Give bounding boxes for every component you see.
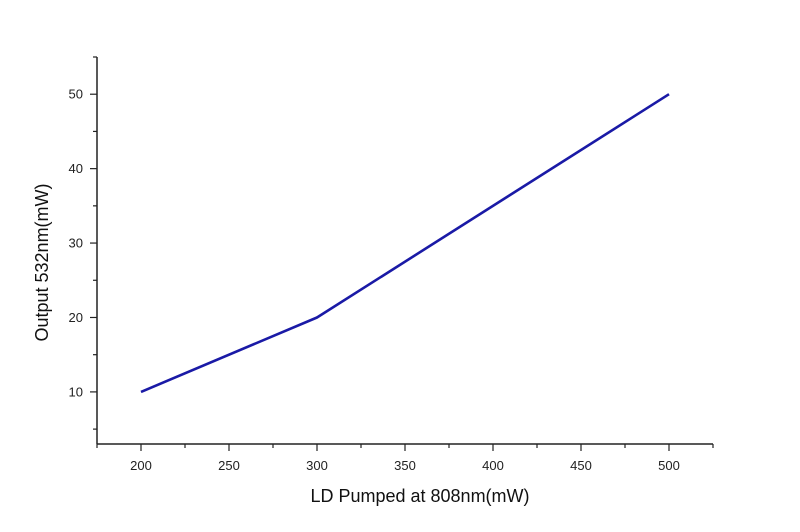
x-axis-title: LD Pumped at 808nm(mW) xyxy=(310,486,529,506)
x-tick-label: 400 xyxy=(482,458,504,473)
x-tick-label: 450 xyxy=(570,458,592,473)
series-layer xyxy=(140,93,670,394)
y-tick-label: 10 xyxy=(69,384,83,399)
y-tick-label: 30 xyxy=(69,236,83,251)
x-tick-label: 250 xyxy=(218,458,240,473)
x-tick-label: 500 xyxy=(658,458,680,473)
y-tick-label: 40 xyxy=(69,161,83,176)
series-line xyxy=(140,93,670,394)
x-tick-label: 300 xyxy=(306,458,328,473)
x-axis-ticks: 200 250 300 350 400 450 500 xyxy=(96,444,714,473)
x-tick-label: 200 xyxy=(130,458,152,473)
y-tick-label: 20 xyxy=(69,310,83,325)
y-tick-label: 50 xyxy=(69,87,83,102)
x-tick-label: 350 xyxy=(394,458,416,473)
y-axis-ticks: 10 20 30 40 50 xyxy=(69,56,97,430)
axes xyxy=(96,57,713,445)
y-axis-title: Output 532nm(mW) xyxy=(32,183,52,341)
